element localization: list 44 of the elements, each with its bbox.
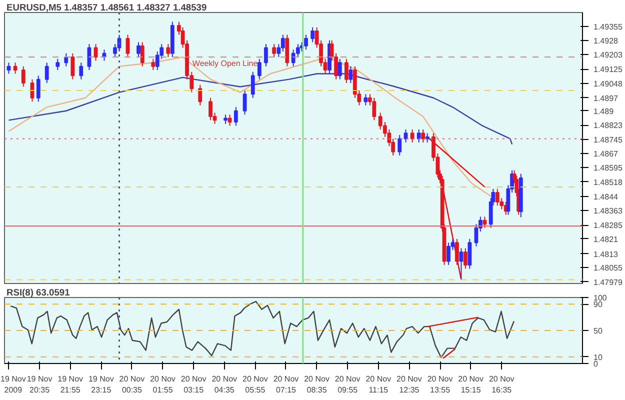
x-tick-label: 20 Nov 04:35 [212, 374, 238, 394]
chart-title: EURUSD,M5 1.48357 1.48561 1.48327 1.48539 [6, 2, 207, 12]
x-tick-label: 20 Nov 09:55 [334, 374, 360, 394]
y-tick-label: 1.48823 [594, 121, 623, 130]
y-tick-label: 1.4821 [594, 234, 619, 244]
y-tick-label: 0 [594, 360, 598, 368]
y-tick-label: 1.48745 [594, 136, 623, 145]
y-tick-label: 50 [594, 326, 603, 336]
x-tick-label: 19 Nov 23:15 [88, 374, 114, 394]
y-tick-label: 1.4813 [594, 250, 619, 259]
x-tick-label: 20 Nov 05:55 [242, 374, 268, 394]
y-tick-label: 1.4844 [594, 192, 619, 202]
y-tick-label: 1.48518 [594, 178, 623, 187]
x-tick-label: 20 Nov 11:15 [366, 374, 392, 394]
x-tick-label: 19 Nov 2009 [0, 374, 26, 394]
y-tick-label: 1.48055 [594, 264, 623, 273]
y-tick-label: 1.49125 [594, 65, 623, 74]
y-tick-label: 1.489 [594, 106, 614, 116]
x-tick-label: 20 Nov 07:15 [273, 374, 299, 394]
x-tick-label: 20 Nov 00:35 [119, 374, 145, 394]
x-tick-label: 20 Nov 08:35 [304, 374, 330, 394]
y-tick-label: 1.48285 [594, 221, 623, 230]
y-tick-label: 1.4897 [594, 94, 619, 103]
x-tick-label: 20 Nov 15:15 [458, 374, 484, 394]
x-tick-label: 19 Nov 20:35 [26, 374, 52, 394]
y-tick-label: 1.49048 [594, 79, 623, 88]
y-tick-label: 1.4867 [594, 150, 619, 159]
chart-title: RSI(8) 63.0591 [6, 288, 70, 298]
annotation: Weekly Open Line [192, 59, 258, 68]
x-tick-label: 20 Nov 01:55 [150, 374, 176, 394]
y-tick-label: 10 [594, 352, 603, 362]
y-tick-label: 100 [594, 294, 608, 302]
x-tick-label: 20 Nov 03:15 [180, 374, 206, 394]
y-tick-label: 1.49355 [594, 22, 623, 32]
y-tick-label: 1.49203 [594, 50, 623, 60]
x-tick-label: 19 Nov 21:55 [58, 374, 84, 394]
y-tick-label: 90 [594, 300, 603, 310]
y-tick-label: 1.48595 [594, 163, 623, 172]
y-tick-label: 1.4928 [594, 36, 619, 46]
x-tick-label: 20 Nov 16:35 [488, 374, 514, 394]
x-tick-label: 20 Nov 12:35 [396, 374, 422, 394]
x-tick-label: 20 Nov 13:55 [427, 374, 453, 394]
y-tick-label: 1.48363 [594, 206, 623, 216]
y-tick-label: 1.47979 [594, 278, 623, 287]
